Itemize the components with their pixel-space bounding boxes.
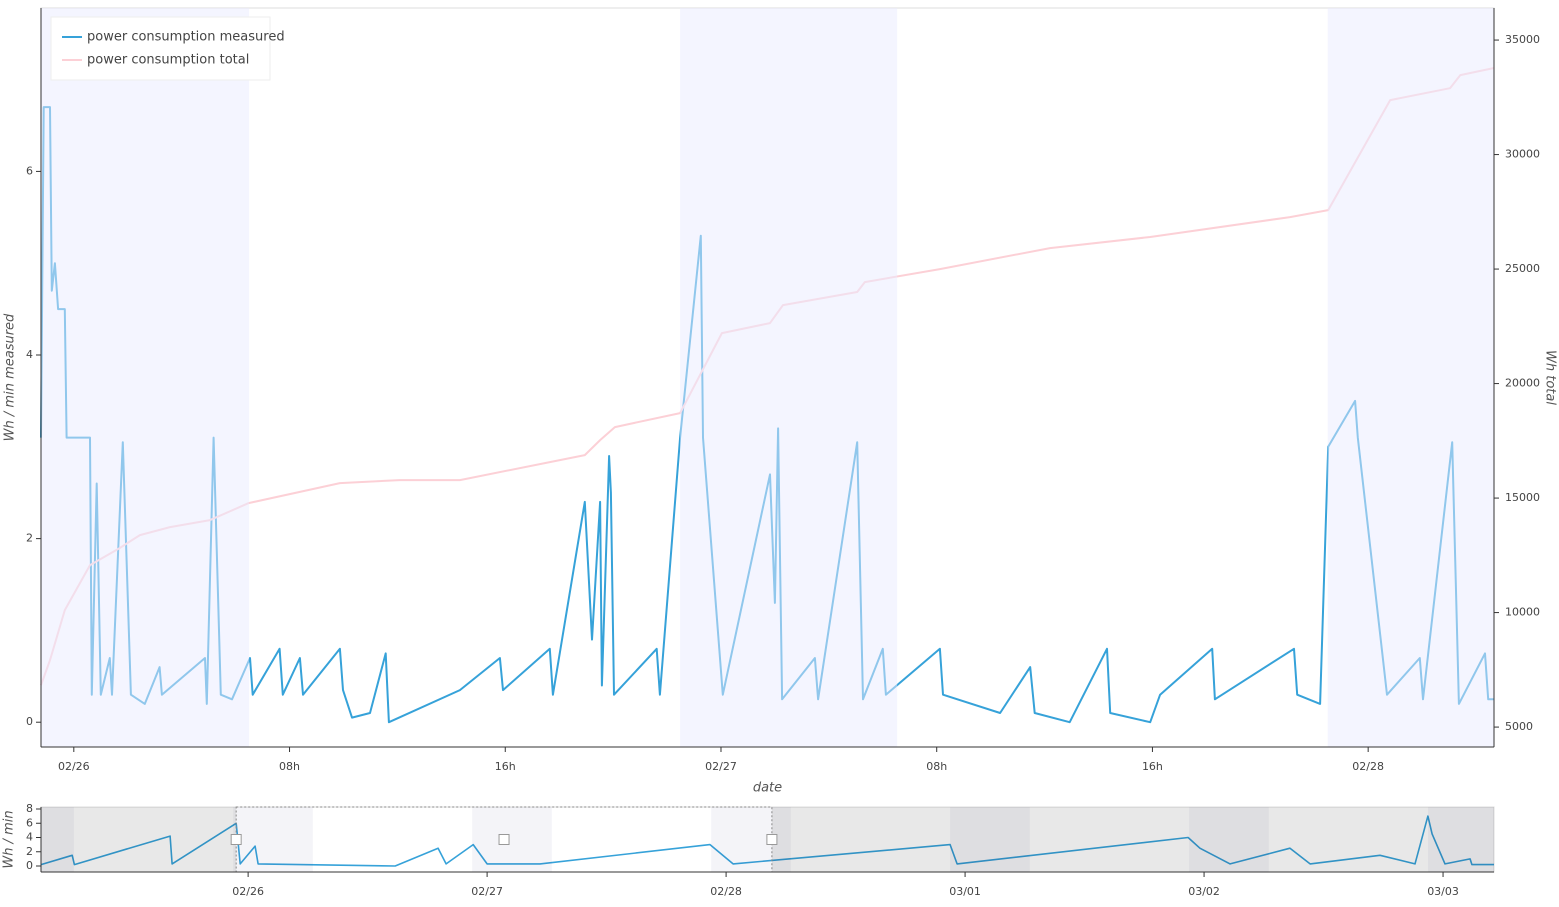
unselected-left	[41, 807, 237, 872]
series-line	[40, 815, 1494, 867]
legend-box	[50, 16, 271, 81]
y-tick-label: 2	[26, 532, 33, 545]
night-shade	[1327, 8, 1494, 747]
y2-tick-label: 25000	[1505, 262, 1540, 275]
x-tick-label: 03/01	[949, 885, 981, 898]
y2-axis-label: Wh total	[1543, 350, 1558, 405]
x-tick-label: 02/27	[471, 885, 503, 898]
night-shade	[1189, 807, 1269, 872]
y-tick-label: 4	[26, 831, 33, 844]
night-shade	[472, 807, 552, 872]
selection-handle[interactable]	[230, 834, 242, 845]
night-shade	[41, 807, 74, 872]
x-tick-label: 02/26	[58, 760, 90, 773]
x-tick-label: 16h	[1142, 760, 1163, 773]
y2-tick-label: 5000	[1505, 720, 1533, 733]
y-tick-label: 0	[26, 859, 33, 872]
selection-handle[interactable]	[498, 834, 510, 845]
x-tick-label: 02/27	[705, 760, 737, 773]
y2-tick-label: 35000	[1505, 33, 1540, 46]
night-shade	[1428, 807, 1494, 872]
y-tick-label: 2	[26, 845, 33, 858]
y-axis-label: Wh / min	[2, 810, 17, 868]
x-tick-label: 02/26	[232, 885, 264, 898]
y-tick-label: 8	[26, 802, 33, 815]
y2-tick-label: 30000	[1505, 148, 1540, 161]
x-tick-label: 08h	[279, 760, 300, 773]
unselected-right	[771, 807, 1494, 872]
x-tick-label: 08h	[926, 760, 947, 773]
y-tick-label: 4	[26, 348, 33, 361]
y-axis-label: Wh / min measured	[3, 313, 18, 441]
x-tick-label: 03/03	[1427, 885, 1459, 898]
x-tick-label: 02/28	[710, 885, 742, 898]
y-tick-label: 6	[26, 816, 33, 829]
x-tick-label: 03/02	[1188, 885, 1220, 898]
night-shade	[41, 8, 250, 747]
legend-label: power consumption measured	[87, 30, 285, 45]
x-tick-label: 16h	[495, 760, 516, 773]
legend-label: power consumption total	[87, 53, 249, 68]
y-tick-label: 6	[26, 164, 33, 177]
y2-tick-label: 20000	[1505, 377, 1540, 390]
y2-tick-label: 10000	[1505, 606, 1540, 619]
night-shade	[680, 8, 898, 747]
night-shade	[950, 807, 1030, 872]
x-axis-label: date	[753, 781, 782, 796]
selection-handle[interactable]	[766, 834, 778, 845]
night-shade	[711, 807, 791, 872]
y2-tick-label: 15000	[1505, 491, 1540, 504]
night-shade	[233, 807, 313, 872]
y-tick-label: 0	[26, 715, 33, 728]
x-tick-label: 02/28	[1352, 760, 1384, 773]
